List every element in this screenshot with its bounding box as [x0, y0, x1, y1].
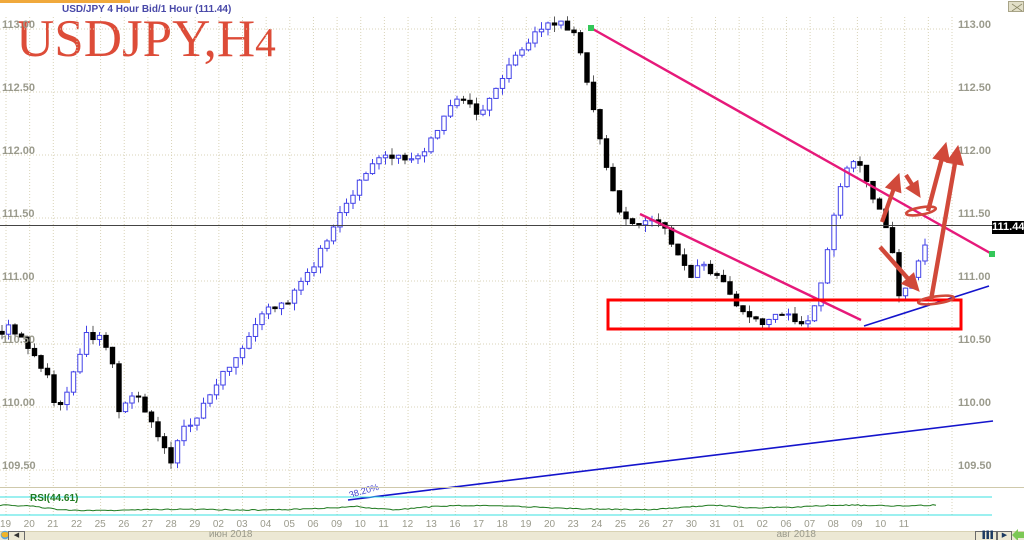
svg-text:RSI(44.61): RSI(44.61) [30, 493, 78, 504]
